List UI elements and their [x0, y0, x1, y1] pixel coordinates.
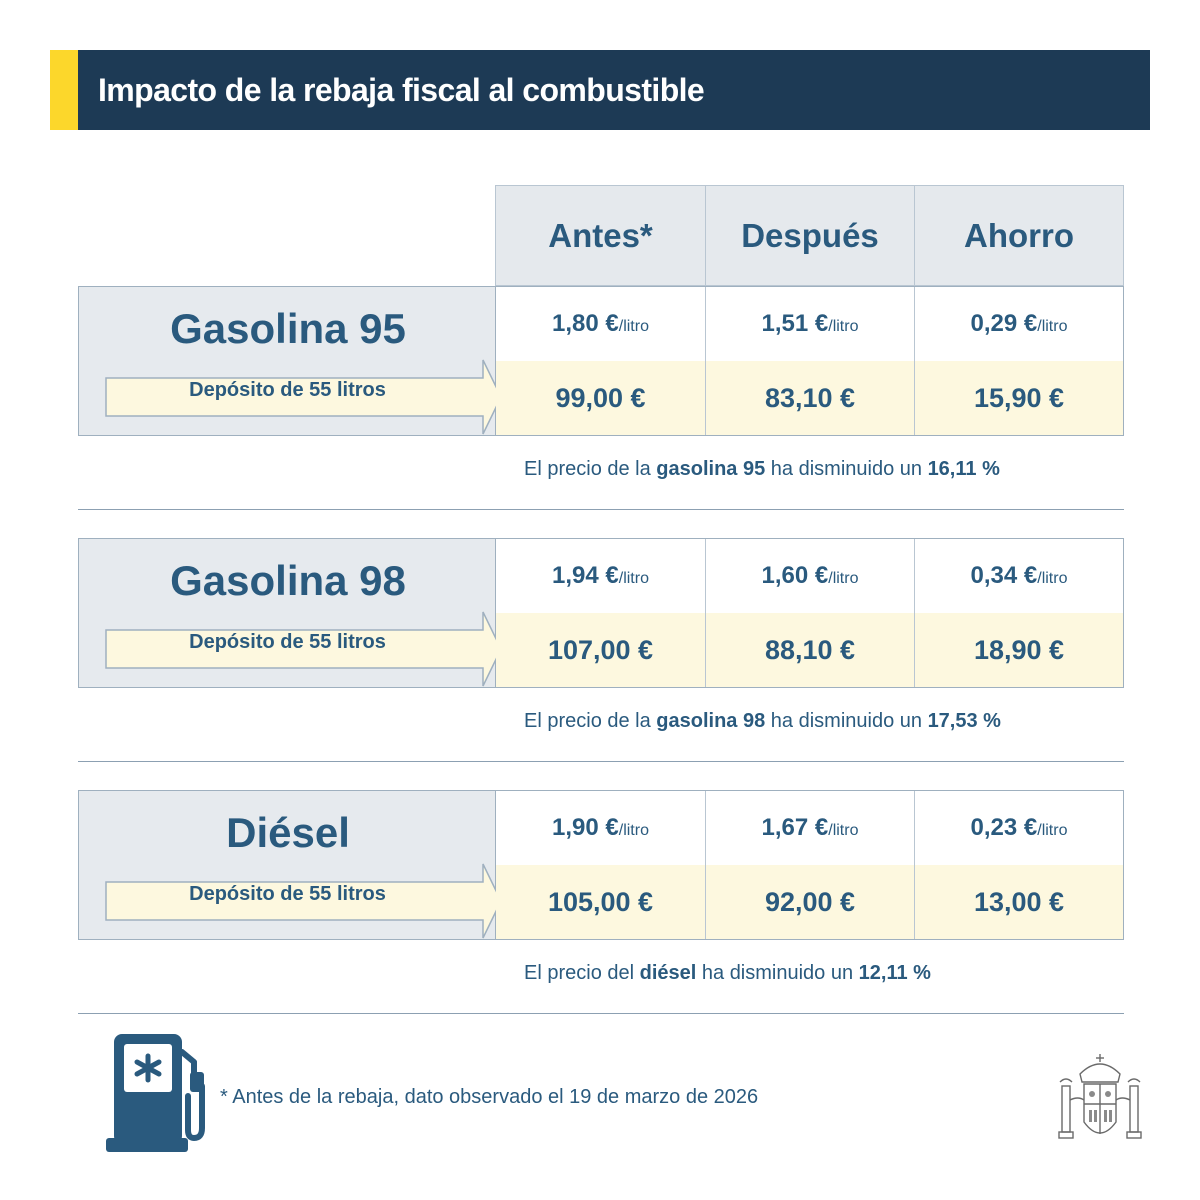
tank-total-row: 107,00 € 88,10 € 18,90 € — [496, 613, 1123, 687]
price-per-liter-row: 1,80 €/litro 1,51 €/litro 0,29 €/litro — [496, 287, 1123, 361]
tank-total-row: 99,00 € 83,10 € 15,90 € — [496, 361, 1123, 435]
price-change-note: El precio de la gasolina 98 ha disminuid… — [524, 710, 1001, 732]
column-divider — [705, 539, 706, 687]
section-divider — [78, 761, 1124, 762]
column-divider — [914, 287, 915, 435]
tank-after-cell: 92,00 € — [764, 887, 856, 917]
column-header-before: Antes* — [548, 217, 653, 254]
tank-label: Depósito de 55 litros — [189, 631, 386, 653]
coat-of-arms-icon — [1058, 1054, 1142, 1139]
tank-savings-cell: 13,00 € — [973, 887, 1065, 917]
fuel-name: Diésel — [226, 809, 350, 856]
price-per-liter-row: 1,94 €/litro 1,60 €/litro 0,34 €/litro — [496, 539, 1123, 613]
tank-label: Depósito de 55 litros — [189, 379, 386, 401]
price-after-cell: 1,51 €/litro — [761, 310, 859, 337]
column-divider — [914, 791, 915, 939]
price-savings-cell: 0,34 €/litro — [970, 562, 1068, 589]
tank-before-cell: 99,00 € — [555, 383, 646, 413]
title-accent — [50, 50, 78, 130]
arrow-icon — [105, 863, 502, 939]
price-before-cell: 1,94 €/litro — [552, 562, 649, 589]
tank-after-cell: 88,10 € — [764, 635, 856, 665]
tank-after-cell: 83,10 € — [764, 383, 856, 413]
column-header-savings: Ahorro — [964, 217, 1074, 254]
fuel-data-area: 1,80 €/litro 1,51 €/litro 0,29 €/litro 9… — [496, 286, 1124, 436]
column-divider — [705, 791, 706, 939]
tank-label: Depósito de 55 litros — [189, 883, 386, 905]
tank-before-cell: 107,00 € — [547, 635, 654, 665]
section-divider — [78, 1013, 1124, 1014]
footnote: * Antes de la rebaja, dato observado el … — [220, 1086, 759, 1108]
price-after-cell: 1,67 €/litro — [761, 814, 859, 841]
price-per-liter-row: 1,90 €/litro 1,67 €/litro 0,23 €/litro — [496, 791, 1123, 865]
fuel-block-diesel: Diésel Depósito de 55 litros 1,90 €/litr… — [78, 790, 1124, 940]
section-divider — [78, 509, 1124, 510]
column-header-after: Después — [741, 217, 879, 254]
column-divider — [705, 287, 706, 435]
price-savings-cell: 0,29 €/litro — [970, 310, 1068, 337]
fuel-pump-icon — [106, 1034, 205, 1152]
price-change-note: El precio de la gasolina 95 ha disminuid… — [524, 458, 1000, 480]
fuel-data-area: 1,90 €/litro 1,67 €/litro 0,23 €/litro 1… — [496, 790, 1124, 940]
column-header-row: Antes* Después Ahorro — [495, 185, 1124, 286]
fuel-data-area: 1,94 €/litro 1,60 €/litro 0,34 €/litro 1… — [496, 538, 1124, 688]
fuel-block-gasolina-95: Gasolina 95 Depósito de 55 litros 1,80 €… — [78, 286, 1124, 436]
fuel-name: Gasolina 95 — [170, 305, 406, 352]
tank-savings-cell: 15,90 € — [973, 383, 1065, 413]
title-bar: Impacto de la rebaja fiscal al combustib… — [50, 50, 1150, 130]
arrow-icon — [105, 611, 502, 687]
price-before-cell: 1,80 €/litro — [552, 310, 649, 337]
fuel-name: Gasolina 98 — [170, 557, 406, 604]
price-after-cell: 1,60 €/litro — [761, 562, 859, 589]
price-change-note: El precio del diésel ha disminuido un 12… — [524, 962, 931, 984]
arrow-icon — [105, 359, 502, 435]
tank-savings-cell: 18,90 € — [973, 635, 1065, 665]
page-title: Impacto de la rebaja fiscal al combustib… — [98, 72, 705, 108]
column-divider — [914, 186, 915, 285]
price-savings-cell: 0,23 €/litro — [970, 814, 1068, 841]
column-divider — [705, 186, 706, 285]
tank-before-cell: 105,00 € — [547, 887, 654, 917]
column-divider — [914, 539, 915, 687]
price-before-cell: 1,90 €/litro — [552, 814, 649, 841]
tank-total-row: 105,00 € 92,00 € 13,00 € — [496, 865, 1123, 939]
fuel-block-gasolina-98: Gasolina 98 Depósito de 55 litros 1,94 €… — [78, 538, 1124, 688]
